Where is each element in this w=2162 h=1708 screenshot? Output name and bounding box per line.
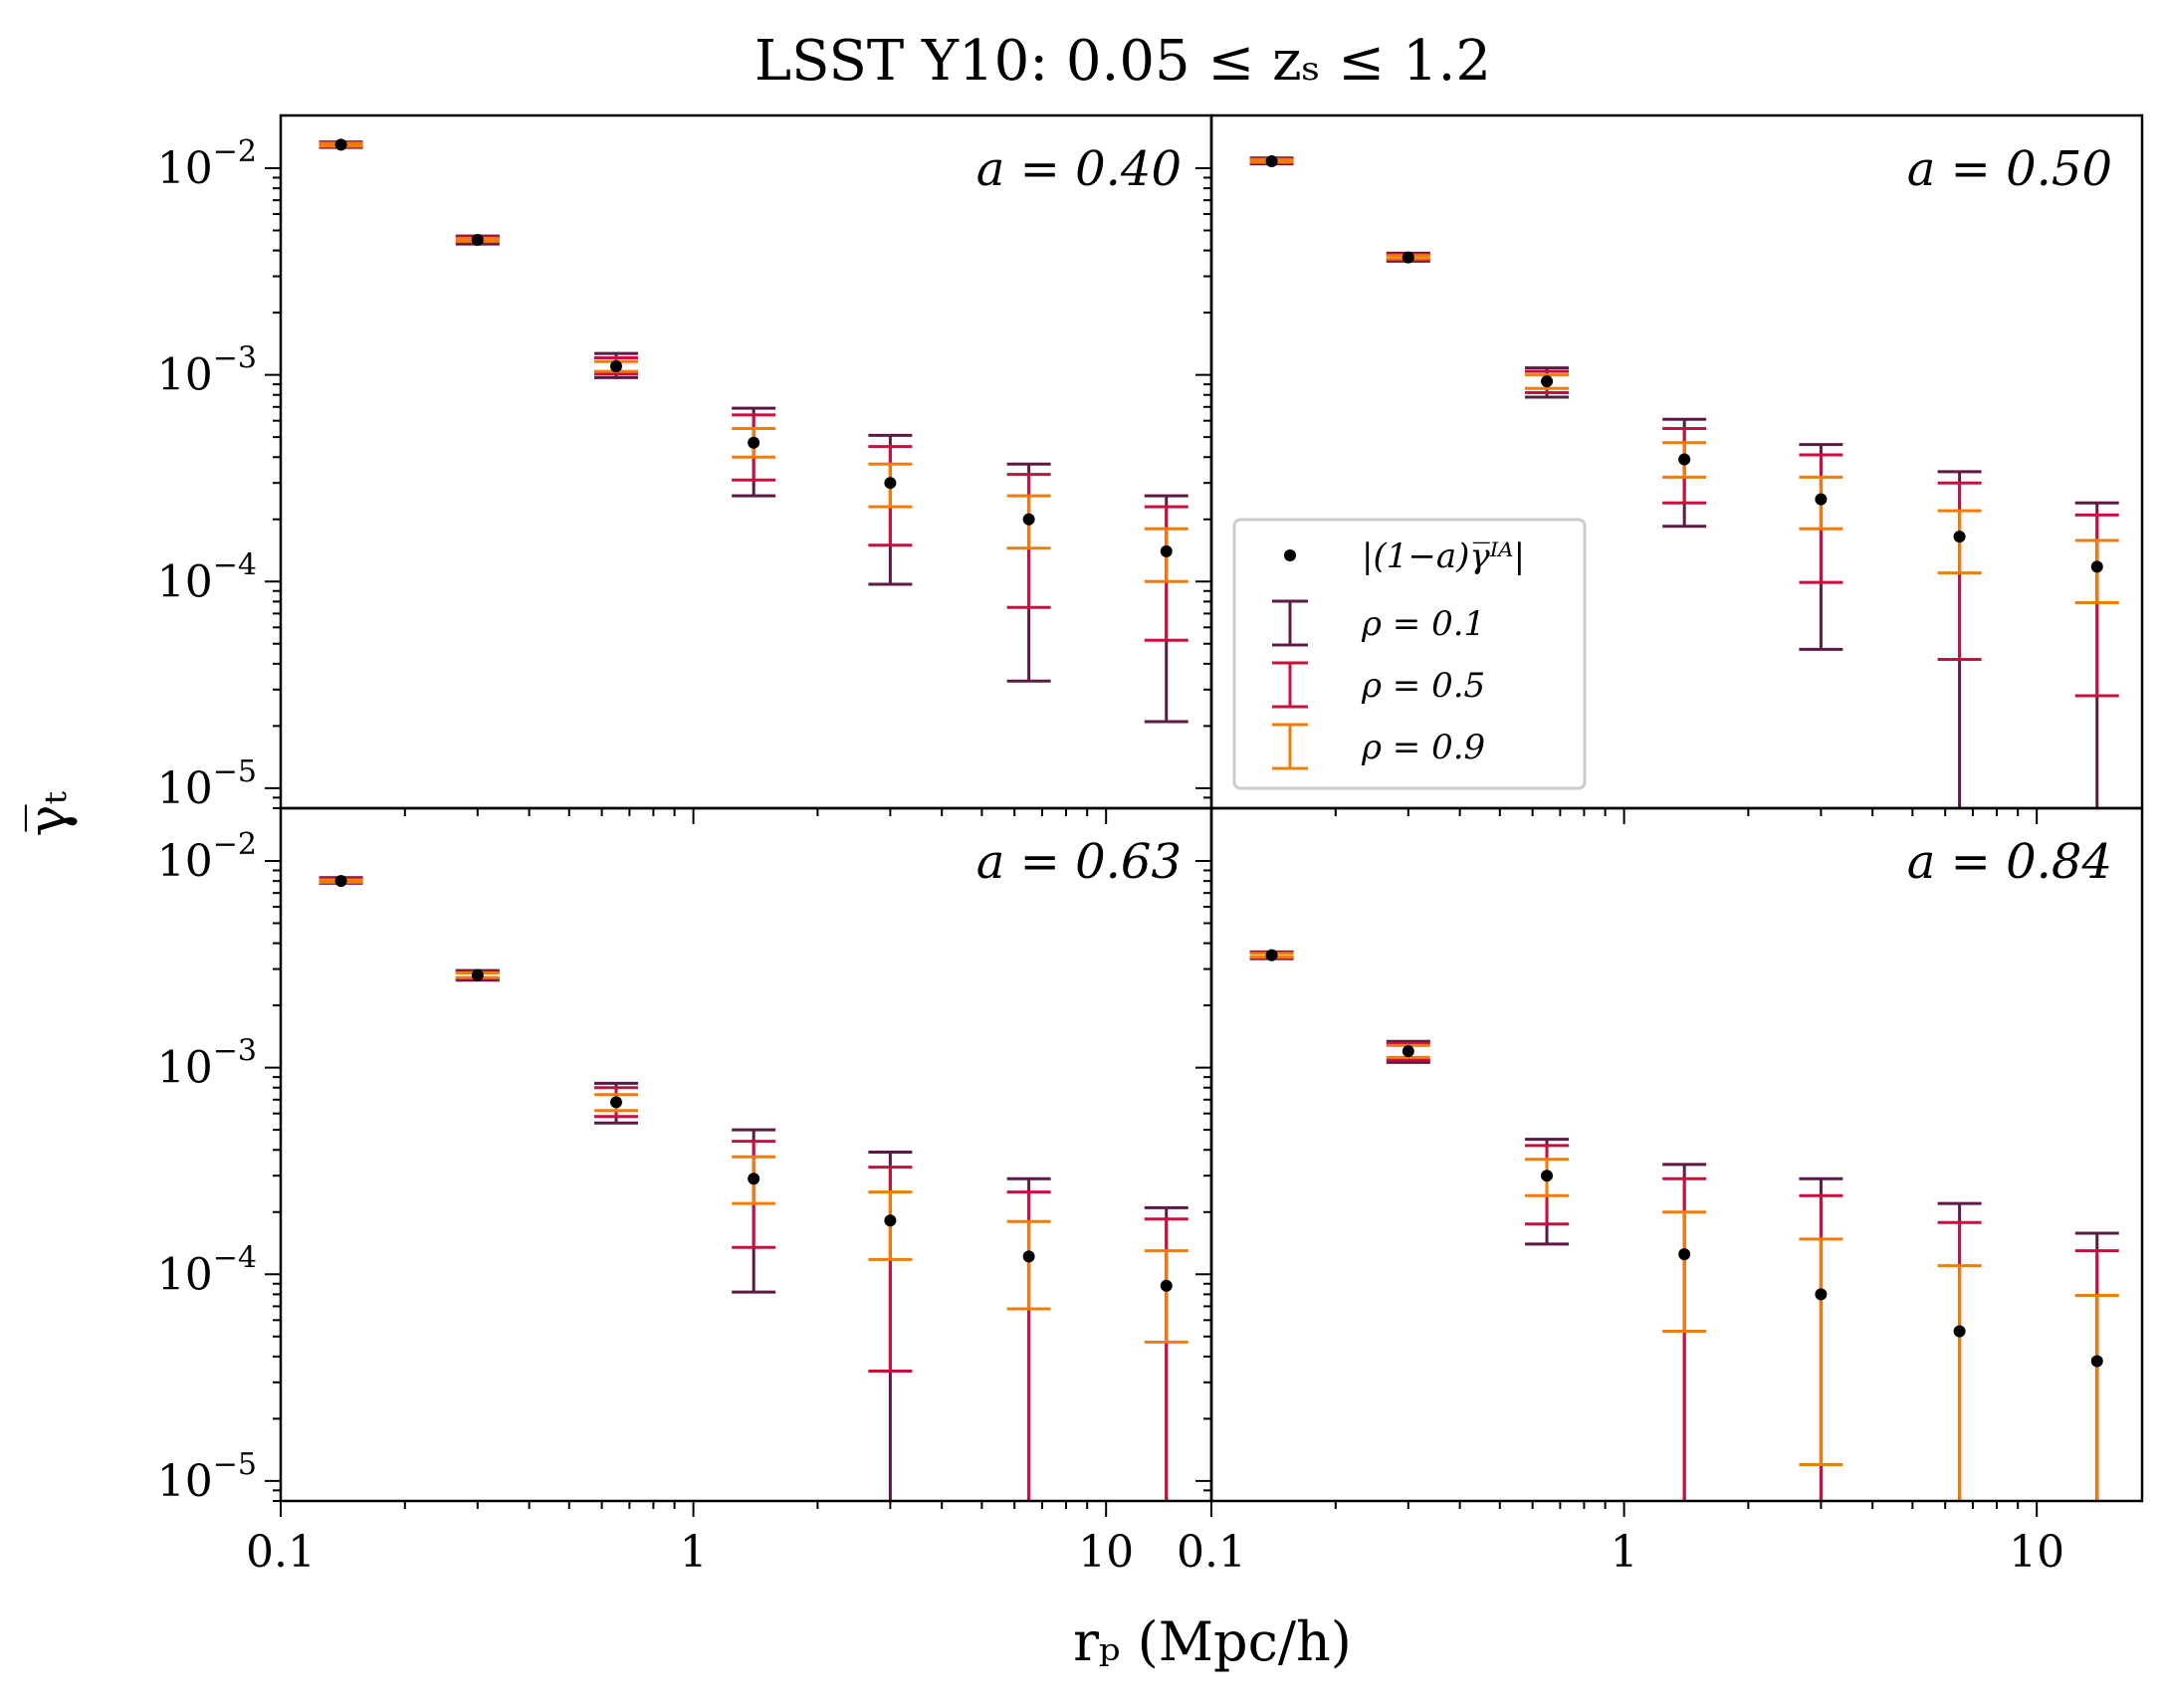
x-tick-label: 0.1 — [1177, 1527, 1246, 1578]
data-point — [1160, 1279, 1173, 1292]
data-point — [1815, 1288, 1828, 1301]
legend-marker-points — [1284, 549, 1296, 561]
data-point — [1541, 1170, 1554, 1182]
errorbar-rho-0.9 — [1937, 1264, 1982, 1501]
errorbar-rho-0.9 — [1662, 1210, 1707, 1334]
y-tick-exponent: −4 — [213, 1240, 257, 1275]
data-point — [1022, 1250, 1035, 1263]
chart-title: LSST Y10: 0.05 ≤ zₛ ≤ 1.2 — [755, 29, 1491, 94]
legend-label-rho-0.9: ρ = 0.9 — [1361, 728, 1485, 767]
panels-container: 10−210−310−410−5a = 0.40 a = 0.5010−210−3… — [157, 113, 2144, 1578]
data-point — [1160, 544, 1173, 557]
legend-label-rho-0.5: ρ = 0.5 — [1361, 666, 1485, 706]
data-point — [748, 436, 760, 449]
panel-annotation: a = 0.84 — [1907, 834, 2112, 890]
legend-label-points: |(1−a)γ̅ᴵᴬ| — [1362, 536, 1525, 576]
x-tick-label: 10 — [1078, 1527, 1134, 1578]
panel-ticks — [1195, 860, 2039, 1517]
errorbar-rho-0.9 — [1006, 1219, 1051, 1311]
data-point — [884, 477, 897, 490]
y-tick-label: 10−3 — [157, 1034, 257, 1094]
y-tick-base: 10 — [157, 763, 213, 814]
y-tick-exponent: −4 — [213, 547, 257, 582]
y-tick-exponent: −2 — [213, 134, 257, 169]
panel-points — [1265, 949, 2103, 1368]
data-point — [1953, 1325, 1966, 1338]
panel-3: 10−210−310−410−50.1 1 10a = 0.63 — [157, 806, 1213, 1578]
data-point — [884, 1214, 897, 1227]
y-tick-exponent: −2 — [213, 827, 257, 862]
data-point — [610, 360, 623, 373]
x-tick-label: 1 — [680, 1527, 708, 1578]
panel-annotation: a = 0.40 — [976, 141, 1182, 197]
y-tick-exponent: −3 — [213, 341, 257, 376]
y-tick-exponent: −3 — [213, 1034, 257, 1069]
errorbar-rho-0.9 — [1799, 1237, 1843, 1466]
panel-frame — [279, 806, 1213, 1503]
data-point — [1678, 1248, 1691, 1261]
y-axis-label: γ̅ₜ — [16, 791, 79, 837]
panel-frame — [279, 113, 1213, 810]
panel-points — [1265, 155, 2103, 573]
x-tick-label: 1 — [1611, 1527, 1638, 1578]
y-tick-base: 10 — [157, 143, 213, 194]
data-point — [471, 968, 484, 981]
legend-marker-rho-0.5 — [1272, 661, 1308, 709]
y-tick-label: 10−5 — [157, 1447, 257, 1507]
panel-4: 0.1 1 10 a = 0.84 — [1177, 806, 2144, 1578]
panel-ticks — [265, 860, 1108, 1517]
x-axis-label: rₚ (Mpc/h) — [1073, 1610, 1352, 1673]
data-point — [471, 234, 484, 247]
y-tick-base: 10 — [157, 836, 213, 887]
errorbar-rho-0.9 — [1144, 1249, 1189, 1344]
data-point — [610, 1096, 623, 1109]
y-tick-label: 10−2 — [157, 827, 257, 887]
panel-points — [334, 875, 1173, 1292]
panel-annotation: a = 0.50 — [1907, 141, 2112, 197]
y-tick-exponent: −5 — [213, 1447, 257, 1482]
data-point — [2090, 1355, 2103, 1368]
panel-errorbars — [319, 876, 1189, 1501]
data-point — [334, 138, 347, 151]
panel-errorbars — [1249, 950, 2119, 1501]
y-tick-label: 10−3 — [157, 341, 257, 401]
y-tick-label: 10−2 — [157, 134, 257, 194]
data-point — [2090, 560, 2103, 573]
y-tick-base: 10 — [157, 556, 213, 607]
y-tick-label: 10−4 — [157, 1240, 257, 1300]
data-point — [334, 875, 347, 888]
data-point — [1022, 513, 1035, 526]
data-point — [1678, 453, 1691, 466]
panel-ticks — [265, 167, 1108, 824]
x-tick-label: 0.1 — [246, 1527, 316, 1578]
panel-errorbars — [319, 140, 1189, 724]
legend: |(1−a)γ̅ᴵᴬ| ρ = 0.1 ρ = 0.5 ρ = 0.9 — [1232, 518, 1587, 790]
y-tick-base: 10 — [157, 1043, 213, 1094]
data-point — [1541, 375, 1554, 388]
x-tick-label: 10 — [2009, 1527, 2064, 1578]
data-point — [1402, 251, 1414, 264]
data-point — [1265, 949, 1278, 961]
y-tick-base: 10 — [157, 1456, 213, 1507]
legend-marker-rho-0.1 — [1272, 599, 1308, 647]
y-tick-exponent: −5 — [213, 754, 257, 789]
data-point — [1815, 493, 1828, 506]
panel-points — [334, 138, 1173, 557]
data-point — [1402, 1045, 1414, 1058]
y-tick-base: 10 — [157, 1249, 213, 1300]
y-tick-label: 10−4 — [157, 547, 257, 607]
y-tick-base: 10 — [157, 350, 213, 401]
panel-annotation: a = 0.63 — [976, 834, 1182, 890]
data-point — [1265, 155, 1278, 168]
legend-label-rho-0.1: ρ = 0.1 — [1361, 604, 1485, 644]
data-point — [748, 1173, 760, 1185]
legend-marker-rho-0.9 — [1272, 723, 1308, 770]
panel-1: 10−210−310−410−5a = 0.40 — [157, 113, 1213, 824]
y-tick-label: 10−5 — [157, 754, 257, 814]
panel-frame — [1209, 806, 2144, 1503]
data-point — [1953, 531, 1966, 543]
panel-ticks — [1195, 167, 2039, 824]
legend-frame — [1232, 518, 1587, 790]
